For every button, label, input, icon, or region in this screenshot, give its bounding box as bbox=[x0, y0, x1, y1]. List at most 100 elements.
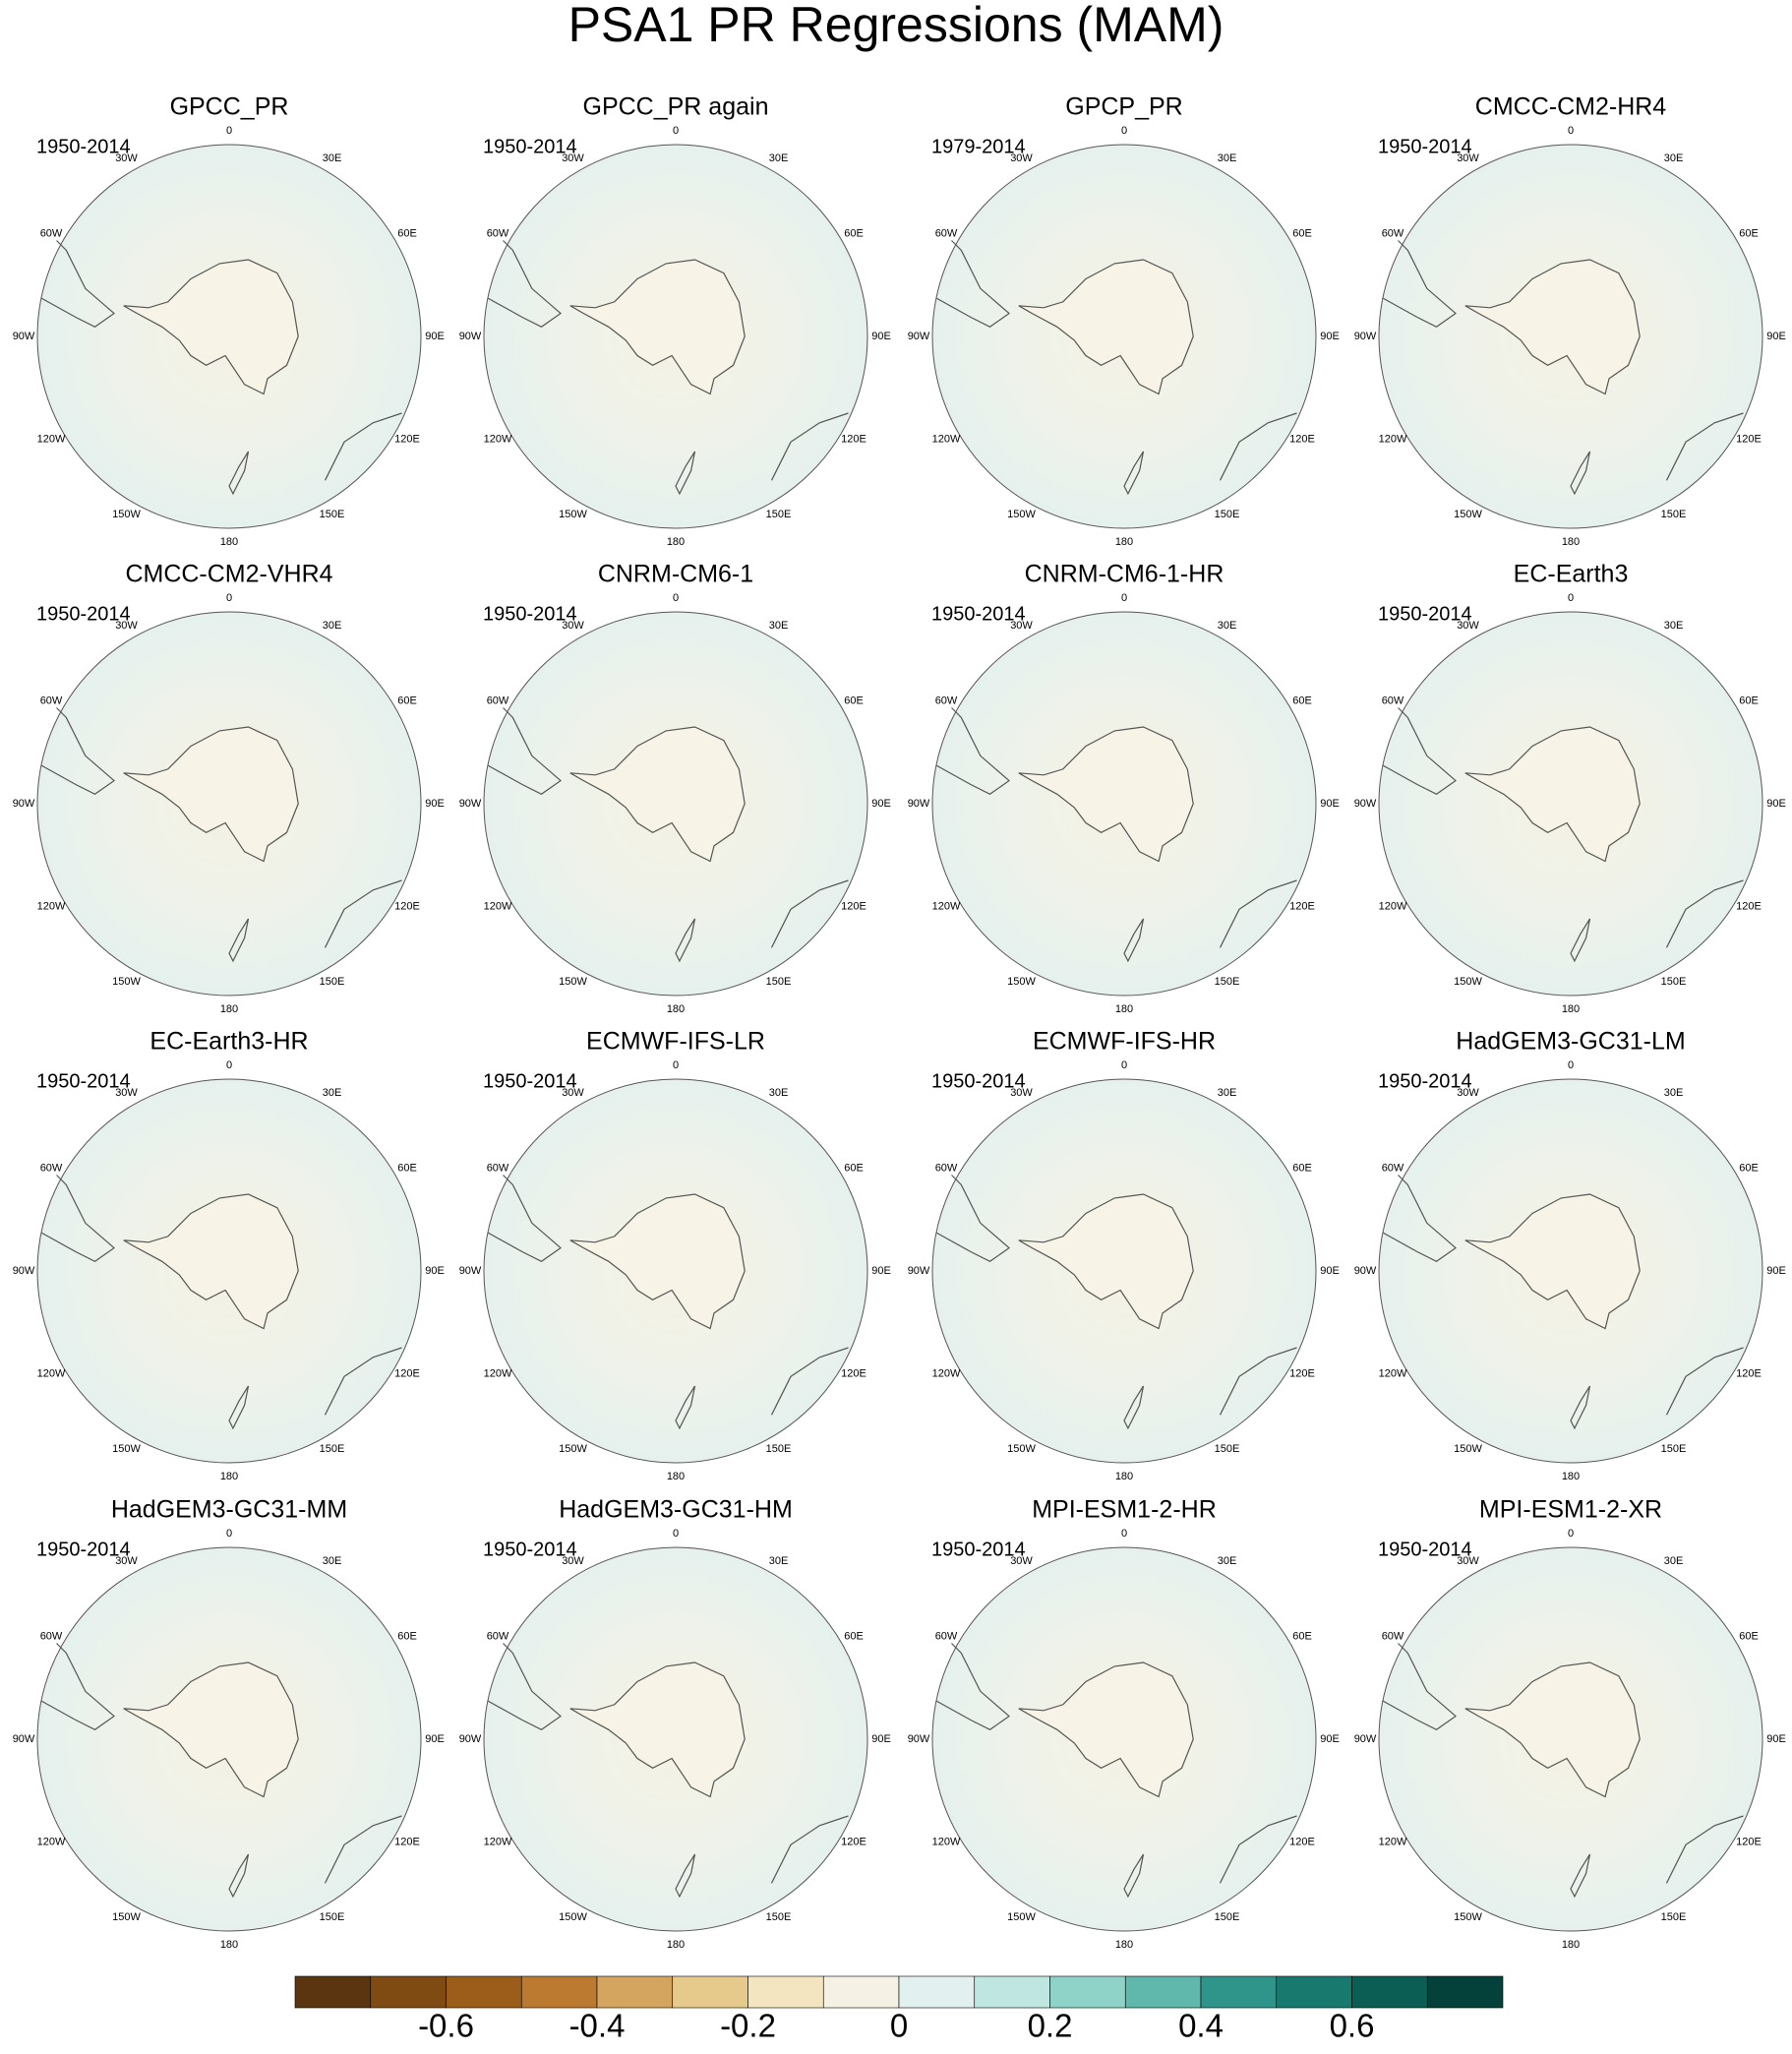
panel-title: MPI-ESM1-2-XR bbox=[1479, 1496, 1662, 1524]
coastline bbox=[1665, 1815, 1744, 1884]
colorbar-tick-label: -0.2 bbox=[720, 2008, 776, 2044]
longitude-label: 180 bbox=[667, 1939, 685, 1951]
coastline bbox=[487, 1175, 562, 1262]
longitude-label: 150W bbox=[1007, 976, 1036, 988]
longitude-label: 90W bbox=[459, 798, 482, 810]
panel-period: 1950-2014 bbox=[1378, 603, 1472, 625]
longitude-label: 120E bbox=[1736, 900, 1762, 912]
panel-title: GPCP_PR bbox=[1065, 93, 1182, 121]
panel-period: 1950-2014 bbox=[36, 1070, 131, 1092]
longitude-label: 60W bbox=[1382, 227, 1404, 239]
longitude-label: 60W bbox=[935, 1162, 958, 1174]
longitude-label: 120W bbox=[484, 433, 512, 445]
coastline bbox=[1464, 1661, 1641, 1798]
coastline bbox=[487, 240, 562, 328]
longitude-label: 30E bbox=[1664, 1555, 1684, 1567]
panel-period: 1950-2014 bbox=[1378, 1070, 1472, 1092]
panel-period: 1979-2014 bbox=[931, 136, 1026, 157]
longitude-label: 30W bbox=[115, 1555, 138, 1567]
panel-title: EC-Earth3 bbox=[1514, 561, 1629, 588]
coastline bbox=[1123, 918, 1145, 963]
longitude-label: 120W bbox=[1379, 433, 1407, 445]
longitude-label: 120W bbox=[1379, 900, 1407, 912]
longitude-label: 60E bbox=[1739, 1630, 1759, 1642]
longitude-label: 120W bbox=[1379, 1836, 1407, 1847]
colorbar-tick-label: -0.6 bbox=[418, 2008, 474, 2044]
coastline bbox=[1464, 726, 1641, 863]
longitude-label: 30E bbox=[1218, 1087, 1237, 1099]
panel-title: CNRM-CM6-1 bbox=[598, 561, 753, 588]
longitude-label: 120E bbox=[394, 900, 420, 912]
longitude-label: 150E bbox=[1661, 509, 1687, 520]
coastline bbox=[675, 451, 696, 496]
map-panel: ECMWF-IFS-LR 1950-2014 0 30E 60E 90E 120E 150E 1… bbox=[459, 1028, 891, 1482]
longitude-label: 0 bbox=[1121, 1059, 1127, 1071]
coastline bbox=[1018, 1661, 1194, 1798]
longitude-label: 60W bbox=[40, 1162, 63, 1174]
map-panel: MPI-ESM1-2-XR 1950-2014 0 30E 60E 90E 120E 150E… bbox=[1354, 1496, 1786, 1951]
longitude-label: 30W bbox=[115, 1087, 138, 1099]
coastline bbox=[1382, 707, 1457, 795]
longitude-label: 150E bbox=[1215, 509, 1240, 520]
longitude-label: 30E bbox=[1664, 152, 1684, 164]
longitude-label: 150W bbox=[559, 509, 587, 520]
longitude-label: 120E bbox=[1736, 1367, 1762, 1379]
longitude-label: 150E bbox=[1215, 1443, 1240, 1455]
coastline bbox=[935, 1643, 1010, 1730]
map-panel: CNRM-CM6-1 1950-2014 0 30E 60E 90E 120E 150E 180… bbox=[459, 561, 891, 1015]
longitude-label: 120W bbox=[1379, 1367, 1407, 1379]
colorbar-box bbox=[520, 1975, 598, 2009]
longitude-label: 0 bbox=[1121, 1528, 1127, 1540]
panel-title: HadGEM3-GC31-HM bbox=[559, 1496, 793, 1524]
longitude-label: 90E bbox=[871, 1733, 891, 1745]
longitude-label: 120E bbox=[1289, 900, 1315, 912]
panel-title: HadGEM3-GC31-MM bbox=[111, 1496, 347, 1524]
coastline bbox=[1570, 1385, 1591, 1430]
longitude-label: 180 bbox=[1115, 1939, 1133, 1951]
coastline bbox=[935, 1175, 1010, 1262]
longitude-label: 0 bbox=[673, 125, 679, 137]
longitude-label: 0 bbox=[226, 592, 232, 604]
longitude-label: 30E bbox=[769, 1555, 789, 1567]
panel-title: GPCC_PR again bbox=[583, 93, 769, 121]
longitude-label: 60E bbox=[1739, 227, 1759, 239]
longitude-label: 150W bbox=[559, 1911, 587, 1923]
coastline bbox=[935, 240, 1010, 328]
longitude-label: 180 bbox=[667, 1471, 685, 1482]
longitude-label: 30W bbox=[1010, 1555, 1033, 1567]
longitude-label: 150W bbox=[1454, 509, 1482, 520]
longitude-label: 0 bbox=[1121, 592, 1127, 604]
longitude-label: 150W bbox=[112, 976, 141, 988]
longitude-label: 120W bbox=[932, 433, 961, 445]
coastline bbox=[675, 1853, 696, 1899]
longitude-label: 0 bbox=[1568, 592, 1574, 604]
longitude-label: 30W bbox=[1457, 152, 1479, 164]
longitude-label: 90E bbox=[871, 331, 891, 342]
colorbar-box bbox=[1426, 1975, 1504, 2009]
colorbar-box bbox=[370, 1975, 447, 2009]
coastline bbox=[1219, 879, 1297, 948]
longitude-label: 60W bbox=[487, 695, 509, 706]
coastline bbox=[487, 1643, 562, 1730]
longitude-label: 150W bbox=[112, 1443, 141, 1455]
longitude-label: 180 bbox=[667, 1003, 685, 1015]
longitude-label: 90E bbox=[425, 1265, 445, 1277]
longitude-label: 60E bbox=[1739, 1162, 1759, 1174]
longitude-label: 180 bbox=[1562, 1003, 1580, 1015]
longitude-label: 90W bbox=[908, 331, 930, 342]
longitude-label: 180 bbox=[667, 536, 685, 548]
longitude-label: 30W bbox=[115, 152, 138, 164]
longitude-label: 90W bbox=[908, 1733, 930, 1745]
panel-period: 1950-2014 bbox=[1378, 136, 1472, 157]
longitude-label: 60W bbox=[487, 1630, 509, 1642]
coastline bbox=[40, 707, 115, 795]
map-panel: MPI-ESM1-2-HR 1950-2014 0 30E 60E 90E 120E 150E… bbox=[908, 1496, 1340, 1951]
colorbar-box bbox=[974, 1975, 1050, 2009]
coastline bbox=[1018, 726, 1194, 863]
longitude-label: 0 bbox=[1568, 1528, 1574, 1540]
longitude-label: 30W bbox=[1010, 152, 1033, 164]
panel-period: 1950-2014 bbox=[483, 1070, 577, 1092]
longitude-label: 60E bbox=[1292, 1162, 1312, 1174]
longitude-label: 30E bbox=[323, 1555, 342, 1567]
longitude-label: 150W bbox=[1454, 1443, 1482, 1455]
